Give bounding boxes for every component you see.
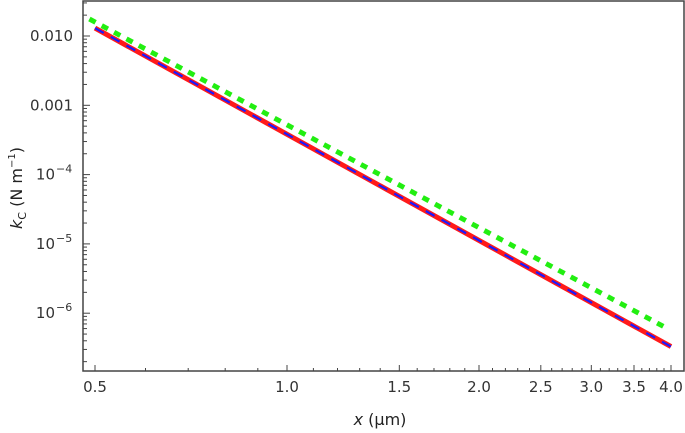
y-tick-label: 0.001 bbox=[30, 96, 73, 114]
plot-border bbox=[82, 0, 685, 372]
x-tick-label: 1.5 bbox=[387, 378, 411, 396]
x-axis-unit: (µm) bbox=[363, 410, 406, 429]
series-dashed-blue bbox=[94, 27, 672, 348]
plot-frame bbox=[82, 0, 685, 372]
x-tick-label: 2.5 bbox=[529, 378, 553, 396]
x-tick-label: 4.0 bbox=[659, 378, 683, 396]
y-tick-label: 0.010 bbox=[30, 27, 73, 45]
data-series bbox=[88, 16, 673, 349]
series-dotted-green bbox=[88, 16, 669, 331]
x-axis-title: x (µm) bbox=[353, 410, 407, 429]
y-axis-var: k bbox=[7, 219, 26, 229]
y-tick-label: 10 bbox=[36, 235, 55, 253]
x-tick-label: 3.5 bbox=[622, 378, 646, 396]
y-tick-label: 10 bbox=[36, 166, 55, 184]
y-tick-exponent: −6 bbox=[56, 301, 72, 314]
x-tick-label: 1.0 bbox=[275, 378, 299, 396]
y-tick-exponent: −5 bbox=[56, 232, 72, 245]
x-tick-label: 3.0 bbox=[579, 378, 603, 396]
x-axis-var: x bbox=[353, 410, 364, 429]
y-axis-title: kC (N m−1) bbox=[7, 147, 29, 229]
y-tick-label: 10 bbox=[36, 304, 55, 322]
y-axis-unit-exp: −1 bbox=[7, 153, 18, 168]
x-axis: 0.5 1.0 1.5 2.0 2.5 3.0 3.5 4.0 bbox=[83, 365, 683, 396]
y-tick-exponent: −4 bbox=[56, 163, 72, 176]
y-axis-sub: C bbox=[16, 212, 29, 220]
x-tick-label: 0.5 bbox=[83, 378, 107, 396]
y-axis-unit-close: ) bbox=[7, 147, 26, 153]
y-axis-unit: (N m bbox=[7, 168, 26, 212]
x-tick-label: 2.0 bbox=[467, 378, 491, 396]
